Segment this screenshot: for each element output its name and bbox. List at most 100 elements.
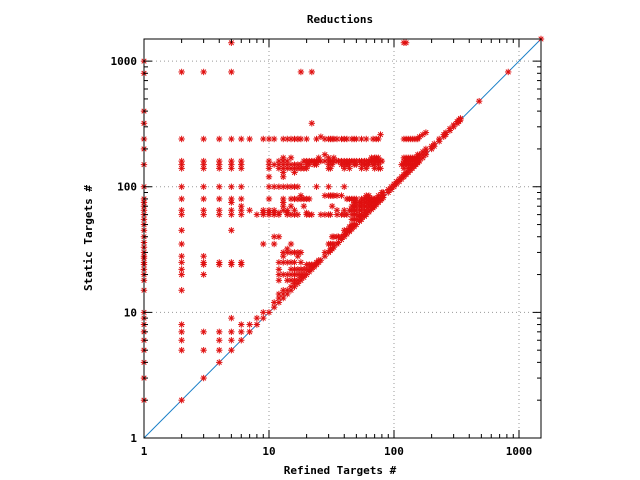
- data-point: [505, 68, 512, 76]
- data-point: [280, 195, 287, 203]
- data-point: [341, 207, 348, 214]
- data-point: [308, 68, 315, 76]
- data-point: [321, 151, 329, 158]
- data-point: [297, 68, 305, 76]
- data-point: [178, 183, 185, 190]
- data-point: [216, 328, 223, 336]
- data-point: [457, 115, 464, 122]
- data-point: [265, 195, 273, 203]
- data-point: [178, 240, 185, 248]
- data-point: [260, 240, 267, 248]
- data-point: [216, 337, 223, 344]
- data-point: [178, 287, 185, 294]
- data-point: [325, 183, 332, 190]
- data-point: [228, 207, 235, 214]
- data-point: [265, 157, 273, 165]
- plot-frame: [143, 38, 542, 439]
- data-point: [333, 207, 341, 214]
- data-point: [216, 259, 223, 266]
- data-point: [238, 135, 245, 143]
- data-point: [228, 183, 235, 190]
- data-point: [270, 240, 278, 248]
- y-tick-label: 1: [130, 432, 137, 445]
- y-tick-label: 100: [117, 181, 137, 194]
- data-point: [297, 249, 305, 256]
- data-point: [238, 321, 245, 328]
- data-point: [200, 195, 207, 203]
- data-point: [284, 207, 291, 214]
- data-point: [422, 129, 430, 136]
- data-point: [402, 39, 410, 46]
- data-point: [246, 135, 253, 143]
- data-point: [253, 321, 261, 328]
- data-point: [306, 195, 313, 203]
- data-point: [338, 192, 345, 199]
- data-point: [216, 207, 223, 214]
- data-point: [275, 259, 283, 266]
- data-point: [260, 207, 267, 214]
- data-point: [178, 266, 185, 273]
- data-point: [280, 287, 287, 294]
- data-point: [216, 135, 223, 143]
- data-point: [275, 277, 283, 284]
- data-point: [228, 68, 235, 76]
- data-point: [270, 207, 278, 214]
- data-point: [333, 135, 341, 143]
- data-point: [265, 309, 273, 316]
- data-point: [291, 259, 298, 266]
- data-point: [377, 165, 384, 172]
- data-point: [275, 266, 283, 273]
- data-point: [228, 135, 235, 143]
- x-tick-label: 1000: [506, 445, 533, 458]
- data-point: [280, 154, 287, 161]
- data-point: [328, 203, 336, 210]
- data-point: [280, 173, 287, 181]
- y-axis-label: Static Targets #: [82, 185, 95, 291]
- data-point: [287, 240, 295, 248]
- data-point: [178, 68, 185, 76]
- data-point: [238, 157, 245, 165]
- data-point: [280, 271, 287, 278]
- data-point: [178, 207, 185, 214]
- data-point: [297, 135, 305, 143]
- data-point: [270, 183, 278, 190]
- data-point: [275, 209, 283, 217]
- data-point: [313, 183, 320, 190]
- data-point: [178, 157, 185, 165]
- data-point: [200, 271, 207, 278]
- data-point: [246, 328, 253, 336]
- data-point: [275, 157, 283, 165]
- data-point: [260, 309, 267, 316]
- data-point: [228, 346, 235, 354]
- data-point: [228, 328, 235, 336]
- data-point: [280, 169, 287, 176]
- data-point: [378, 157, 386, 165]
- data-point: [178, 321, 185, 328]
- x-tick-label: 1: [141, 445, 148, 458]
- data-point: [416, 133, 423, 140]
- data-point: [275, 290, 283, 298]
- data-point: [260, 135, 267, 143]
- data-point: [275, 233, 283, 240]
- y-tick-label: 10: [124, 306, 137, 319]
- data-point: [291, 207, 298, 214]
- data-point: [341, 183, 348, 190]
- data-point: [200, 252, 207, 260]
- data-point: [313, 135, 320, 143]
- data-point: [200, 68, 207, 76]
- data-point: [178, 337, 185, 344]
- data-point: [178, 252, 185, 260]
- data-point: [238, 337, 245, 344]
- data-point: [363, 135, 370, 143]
- x-tick-label: 10: [262, 445, 275, 458]
- data-point: [216, 183, 223, 190]
- data-point: [200, 135, 207, 143]
- data-point: [200, 259, 207, 266]
- data-point: [377, 131, 384, 138]
- data-point: [365, 192, 373, 199]
- data-point: [353, 135, 360, 143]
- data-point: [265, 207, 273, 214]
- data-point: [238, 207, 245, 214]
- data-point: [178, 328, 185, 336]
- data-point: [265, 173, 273, 181]
